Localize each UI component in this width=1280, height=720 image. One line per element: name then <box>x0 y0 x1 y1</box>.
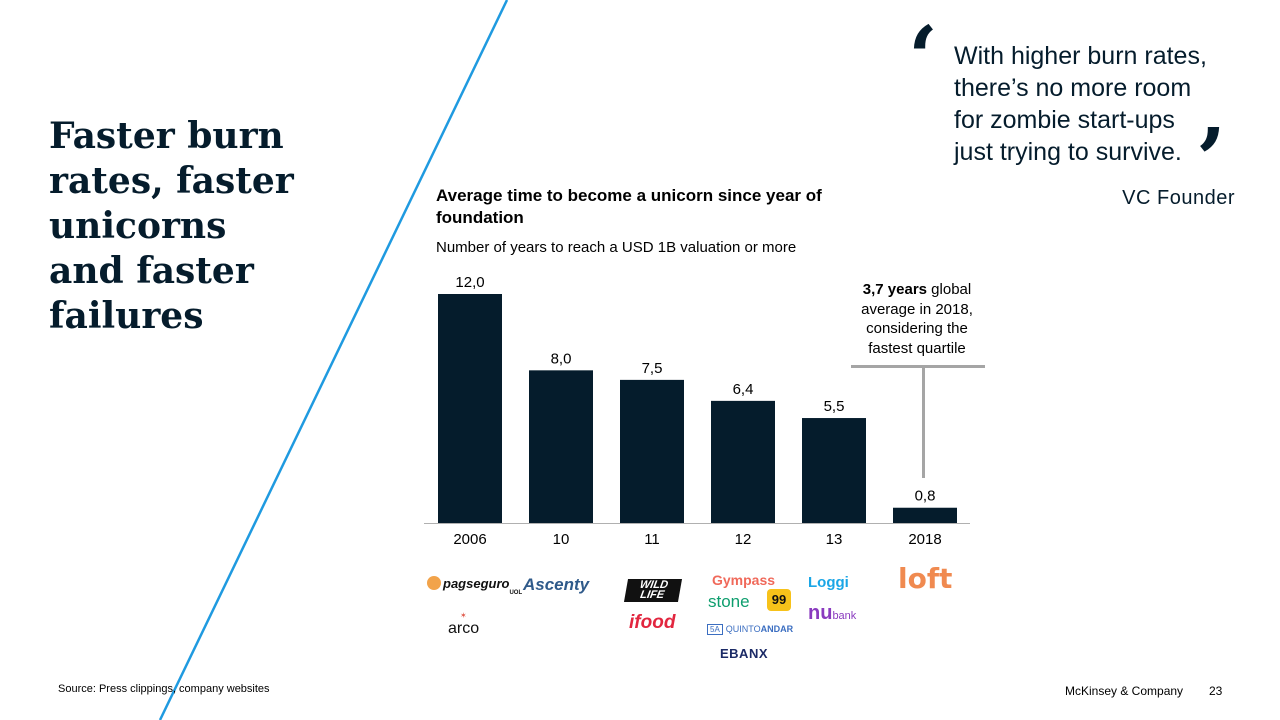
headline-line-3: unicorns <box>49 205 227 247</box>
quote-line-3: for zombie start-ups <box>954 106 1175 134</box>
quote-line-2: there’s no more room <box>954 74 1192 102</box>
x-tick-label-13: 13 <box>826 531 843 548</box>
stone-logo: stone <box>708 592 750 611</box>
quintoandar-icon: 5A <box>707 624 723 635</box>
quote-line-1: With higher burn rates, <box>954 42 1207 70</box>
bar-2006 <box>438 294 502 523</box>
nubank-text-1: nu <box>808 602 833 624</box>
nubank-text-2: bank <box>832 610 857 622</box>
x-tick-label-11: 11 <box>644 531 660 548</box>
data-label-2018: 0,8 <box>915 488 936 505</box>
annotation-text: global average in 2018, considering the … <box>861 281 973 357</box>
bar-2018 <box>893 507 957 523</box>
ebanx-logo: EBANX <box>720 646 769 661</box>
chart-title: Average time to become a unicorn since y… <box>436 186 822 227</box>
bar-12 <box>711 400 775 523</box>
arco-logo: ✶ arco <box>448 612 479 638</box>
close-quote-icon: ’ <box>1196 110 1226 211</box>
brand-name: McKinsey & Company <box>1065 684 1184 698</box>
quote-line-4: just trying to survive. <box>954 138 1182 166</box>
loft-logo: loft <box>898 562 953 595</box>
pagseguro-logo: pagseguroUOL <box>427 576 522 596</box>
bar-13 <box>802 418 866 523</box>
quintoandar-text-1: QUINTO <box>725 624 761 634</box>
loggi-logo: Loggi <box>808 574 849 591</box>
arco-icon: ✶ <box>460 611 467 620</box>
x-tick-label-12: 12 <box>735 531 752 548</box>
bar-10 <box>529 370 593 523</box>
99-logo: 99 <box>767 589 791 611</box>
wildlife-text-2: LIFE <box>639 589 666 601</box>
annotation-bold: 3,7 years <box>862 281 928 298</box>
nubank-logo: nubank <box>808 602 856 625</box>
annotation-bracket-line <box>851 365 985 368</box>
data-label-13: 5,5 <box>824 398 845 415</box>
arco-text: arco <box>448 620 480 637</box>
source-note: Source: Press clippings, company website… <box>58 683 270 695</box>
x-tick-label-10: 10 <box>553 531 570 548</box>
quintoandar-text-2: ANDAR <box>760 624 794 634</box>
data-label-10: 8,0 <box>551 350 572 367</box>
gympass-logo: Gympass <box>712 572 776 588</box>
quintoandar-logo: 5A QUINTOANDAR <box>707 624 793 635</box>
headline-line-5: failures <box>49 295 204 337</box>
pagseguro-sub: UOL <box>509 590 523 596</box>
headline-line-2: rates, faster <box>49 160 294 202</box>
data-label-11: 7,5 <box>642 360 663 377</box>
headline: Faster burn rates, faster unicorns and f… <box>49 114 339 339</box>
chart-annotation: 3,7 years global average in 2018, consid… <box>846 280 988 358</box>
data-label-2006: 12,0 <box>455 274 484 291</box>
ascenty-logo: Ascenty <box>523 575 590 594</box>
x-tick-label-2006: 2006 <box>453 531 486 548</box>
data-label-12: 6,4 <box>733 381 754 398</box>
headline-line-1: Faster burn <box>49 115 284 157</box>
page-number: 23 <box>1209 684 1223 698</box>
quote: With higher burn rates, there’s no more … <box>954 40 1254 168</box>
quote-author: VC Founder <box>1122 187 1235 209</box>
annotation-connector-line <box>922 366 925 478</box>
wildlife-logo: WILD LIFE <box>623 579 683 602</box>
chart-subtitle: Number of years to reach a USD 1B valuat… <box>436 239 797 256</box>
pagseguro-text: pagseguro <box>443 576 510 591</box>
ifood-logo: ifood <box>629 612 676 633</box>
headline-line-4: and faster <box>49 250 254 292</box>
open-quote-icon: ‘ <box>908 8 938 109</box>
x-tick-label-2018: 2018 <box>908 531 941 548</box>
bar-11 <box>620 379 684 523</box>
pagseguro-icon <box>427 576 441 590</box>
